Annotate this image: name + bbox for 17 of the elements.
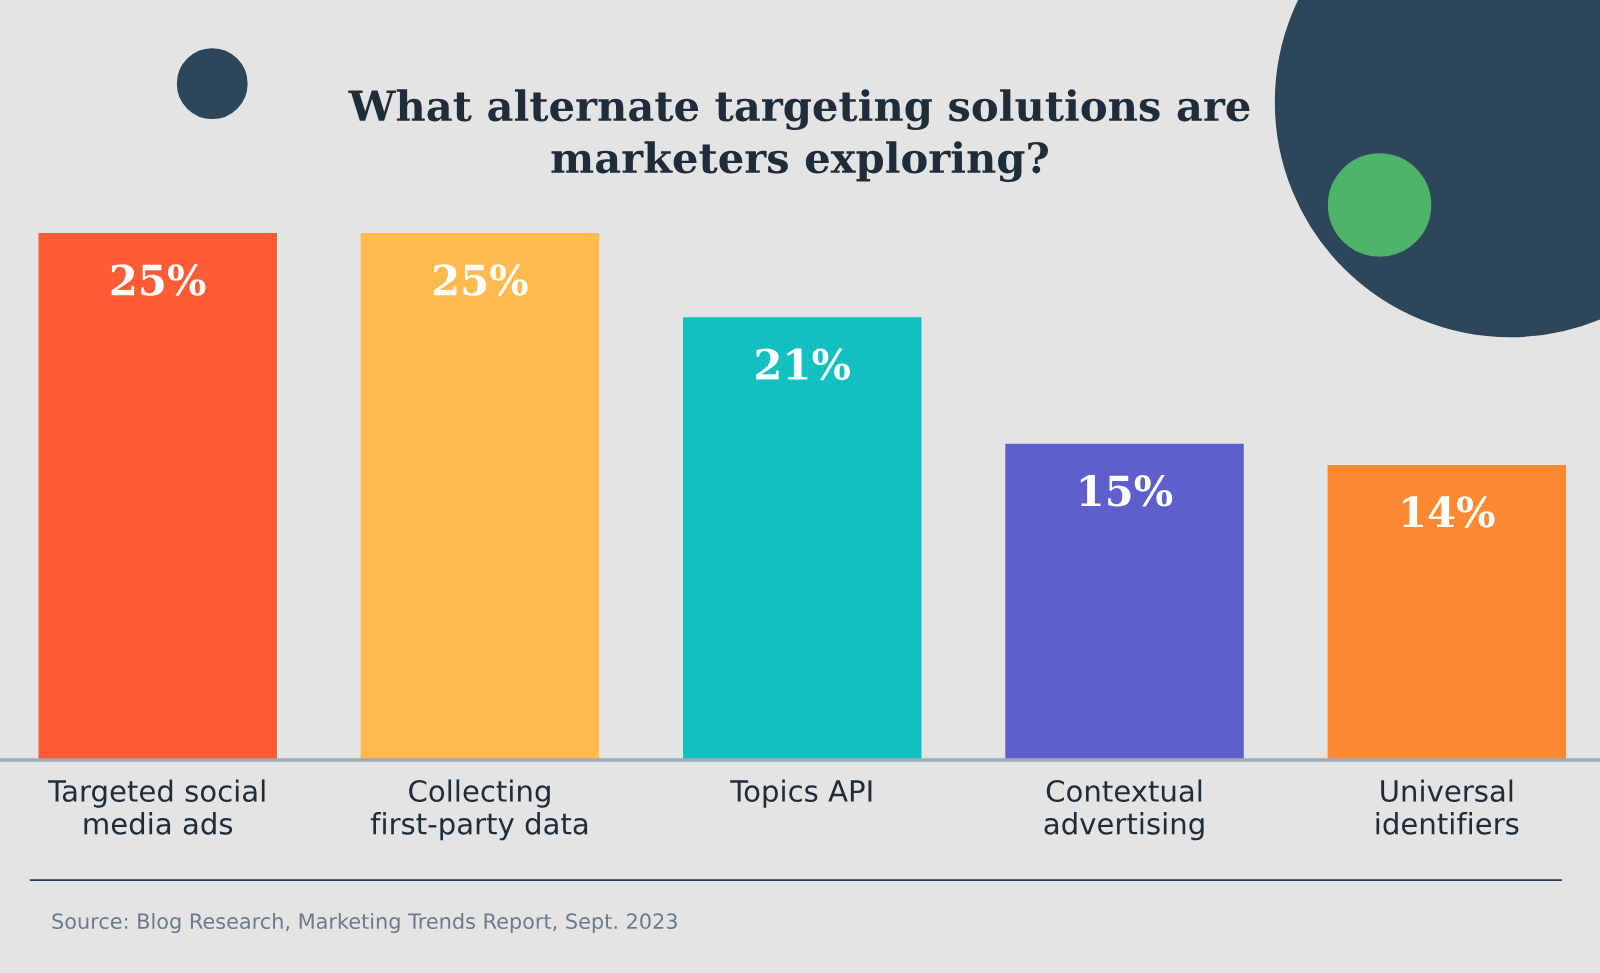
x-tick-label: Targeted social media ads: [48, 779, 265, 835]
data-label: 14%: [1403, 496, 1495, 528]
bar: [1327, 464, 1567, 760]
data-label: 25%: [111, 264, 206, 296]
data-label: 21%: [756, 348, 851, 381]
bar: [683, 317, 922, 760]
x-tick-label: Contextual advertising: [1044, 779, 1204, 841]
x-tick-label: Universal identifiers: [1376, 779, 1519, 835]
bar: [360, 233, 600, 760]
x-tick-label: Topics API: [730, 779, 872, 808]
data-label: 15%: [1080, 475, 1173, 507]
bar: [1005, 443, 1244, 760]
chart-title: What alternate targeting solutions are marketers exploring?: [348, 89, 1250, 183]
data-label: 25%: [433, 264, 528, 296]
source-note: Source: Blog Research, Marketing Trends Report, Sept. 2023: [52, 912, 677, 934]
bar: [38, 233, 277, 760]
x-tick-label: Collecting first-party data: [370, 779, 588, 841]
